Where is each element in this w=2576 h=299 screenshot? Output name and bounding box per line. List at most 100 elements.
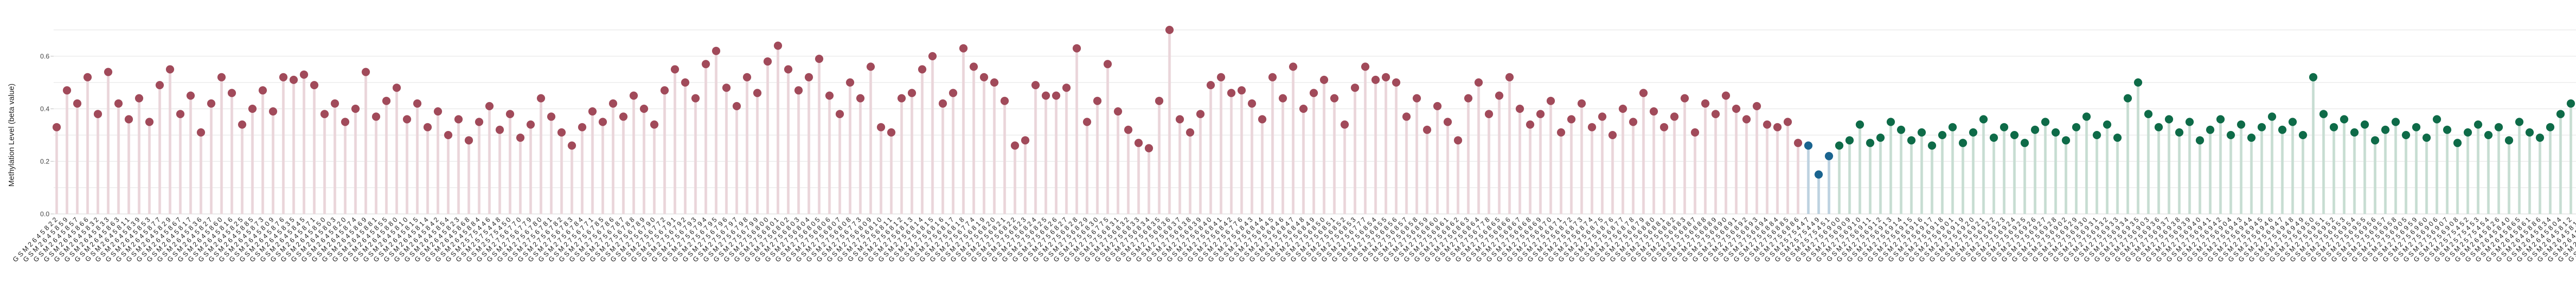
data-point	[1701, 99, 1709, 108]
data-point	[908, 89, 916, 97]
data-point	[650, 120, 658, 129]
data-point	[1990, 134, 1998, 142]
data-point	[2556, 110, 2565, 119]
data-point	[1742, 115, 1751, 124]
data-point	[774, 41, 782, 50]
data-point	[2474, 120, 2482, 129]
data-point	[2505, 136, 2513, 145]
data-point	[856, 94, 865, 103]
data-point	[63, 86, 71, 95]
data-point	[1464, 94, 1472, 103]
data-point	[1794, 139, 1802, 147]
data-point	[1567, 115, 1575, 124]
data-point	[2515, 118, 2523, 126]
data-point	[1619, 105, 1627, 113]
data-point	[1928, 141, 1936, 150]
data-point	[764, 57, 772, 66]
data-point	[1815, 170, 1823, 179]
data-point	[681, 78, 689, 87]
data-point	[743, 73, 751, 81]
data-point	[2082, 112, 2091, 121]
data-point	[691, 94, 700, 103]
data-point	[114, 99, 123, 108]
data-point	[1134, 139, 1143, 147]
data-point	[362, 68, 370, 76]
data-point	[1052, 91, 1060, 100]
data-point	[423, 123, 432, 131]
data-point	[2464, 128, 2472, 137]
data-point	[2124, 94, 2132, 103]
data-point	[1650, 107, 1658, 116]
data-point	[846, 78, 854, 87]
data-point	[1845, 136, 1854, 145]
data-point	[733, 102, 741, 110]
data-point	[2144, 110, 2153, 119]
data-point	[2422, 134, 2431, 142]
data-point	[1289, 62, 1297, 71]
data-point	[1155, 96, 1163, 105]
data-point	[1062, 84, 1071, 92]
data-point	[2196, 136, 2204, 145]
data-point	[1310, 89, 1318, 97]
data-point	[166, 65, 174, 74]
data-point	[465, 136, 473, 145]
data-point	[135, 94, 143, 103]
data-point	[1691, 128, 1699, 137]
data-point	[2289, 118, 2297, 126]
data-point	[2536, 134, 2544, 142]
data-point	[1279, 94, 1287, 103]
data-point	[331, 99, 339, 108]
data-point	[2433, 115, 2441, 124]
data-point	[877, 123, 885, 131]
data-point	[557, 128, 566, 137]
data-point	[753, 89, 761, 97]
data-point	[2299, 131, 2307, 139]
data-point	[1073, 44, 1081, 53]
data-point	[2402, 131, 2410, 139]
data-point	[990, 78, 998, 87]
data-point	[588, 107, 597, 116]
data-point	[94, 110, 102, 119]
data-point	[1475, 78, 1483, 87]
data-point	[176, 110, 184, 119]
data-point	[1371, 75, 1380, 84]
data-point	[475, 118, 483, 126]
data-point	[1207, 81, 1215, 90]
data-point	[537, 94, 545, 103]
data-point	[887, 128, 895, 137]
data-point	[1351, 84, 1359, 92]
data-point	[506, 110, 514, 119]
data-point	[1238, 86, 1246, 95]
data-point	[794, 86, 803, 95]
data-point	[2350, 128, 2359, 137]
data-point	[1598, 112, 1606, 121]
data-point	[1361, 62, 1369, 71]
data-point	[1248, 99, 1256, 108]
data-point	[403, 115, 411, 124]
data-point	[2381, 125, 2389, 134]
data-point	[413, 99, 421, 108]
data-point	[145, 118, 154, 126]
data-point	[1299, 105, 1308, 113]
data-point	[1402, 112, 1411, 121]
data-point	[2103, 120, 2111, 129]
data-point	[187, 91, 195, 100]
data-point	[2155, 123, 2163, 131]
data-point	[290, 75, 298, 84]
data-point	[2330, 123, 2338, 131]
data-point	[320, 110, 329, 119]
data-point	[722, 84, 731, 92]
data-point	[1866, 139, 1874, 147]
data-point	[1969, 128, 1977, 137]
data-point	[2319, 110, 2328, 119]
data-point	[156, 81, 164, 90]
data-point	[1753, 102, 1761, 110]
dot-layer	[53, 26, 2575, 179]
data-point	[980, 73, 988, 81]
data-point	[568, 141, 576, 150]
data-point	[640, 105, 648, 113]
data-point	[1104, 60, 1112, 69]
data-point	[2010, 131, 2019, 139]
data-point	[2309, 73, 2317, 81]
data-point	[2268, 112, 2276, 121]
